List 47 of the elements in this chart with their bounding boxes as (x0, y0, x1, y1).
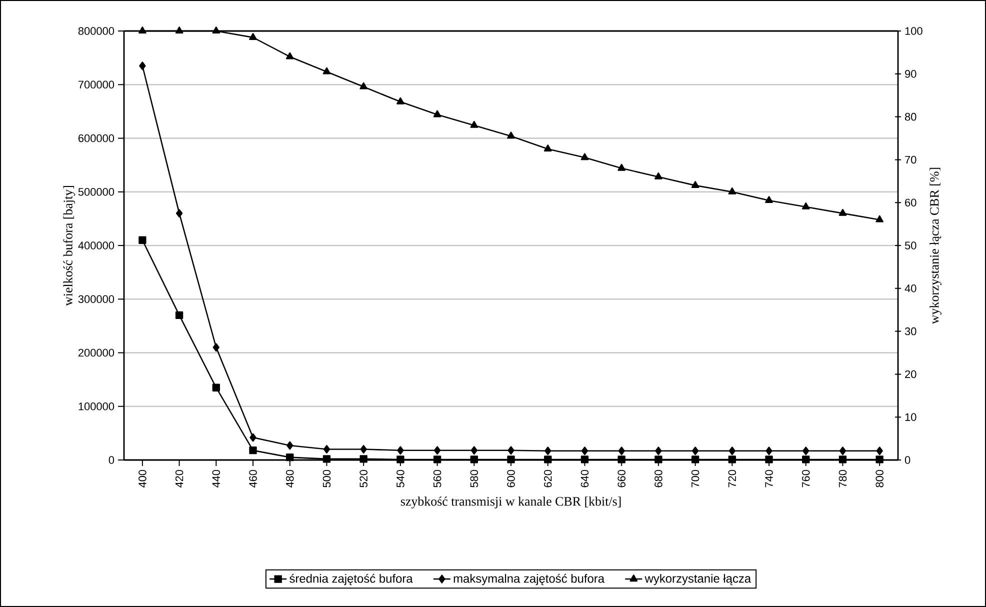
x-tick-label: 540 (396, 470, 404, 488)
y2-tick-label: 10 (905, 413, 916, 421)
y2-tick-label: 70 (905, 156, 916, 164)
y2-axis-title: wykorzystanie łącza CBR [%] (930, 168, 942, 324)
y2-tick-label: 100 (905, 27, 922, 35)
y2-tick-label: 60 (905, 198, 916, 206)
y2-tick-label: 80 (904, 112, 916, 121)
y2-tick-label: 30 (904, 327, 916, 336)
legend-label: wykorzystanie łącza (644, 574, 752, 586)
x-tick-label: 800 (876, 470, 884, 488)
x-tick-label: 440 (212, 470, 220, 488)
y-tick-label: 400000 (78, 242, 114, 250)
x-tick-label: 760 (802, 470, 810, 488)
x-tick-label: 720 (728, 470, 736, 488)
x-tick-label: 680 (654, 470, 662, 488)
y2-tick-label: 50 (904, 242, 916, 250)
x-tick-label: 780 (838, 470, 847, 488)
y2-tick-label: 0 (904, 456, 910, 464)
x-tick-label: 740 (765, 470, 773, 488)
x-tick-label: 700 (691, 470, 700, 488)
x-axis-title: szybkość transmisji w kanale CBR [kbit/s] (400, 496, 621, 508)
y-tick-label: 300000 (78, 295, 114, 304)
y-tick-label: 200000 (78, 348, 114, 357)
x-tick-label: 480 (286, 470, 294, 488)
x-tick-label: 560 (433, 470, 442, 488)
y-axis-title: wielkość bufora [bajty] (63, 186, 76, 306)
y2-tick-label: 90 (905, 70, 916, 78)
x-tick-label: 600 (507, 470, 515, 488)
x-tick-label: 500 (322, 470, 331, 488)
x-tick-label: 400 (138, 470, 146, 488)
x-tick-label: 520 (360, 470, 368, 488)
y-tick-label: 700000 (78, 80, 114, 89)
y-tick-label: 500000 (78, 188, 114, 196)
x-tick-label: 460 (249, 470, 257, 488)
y2-tick-label: 20 (905, 370, 916, 378)
y-tick-label: 800000 (78, 27, 114, 35)
x-tick-label: 580 (470, 470, 478, 488)
y-tick-label: 600000 (78, 134, 114, 142)
y-tick-label: 100000 (78, 402, 114, 410)
x-tick-label: 620 (544, 470, 552, 488)
y-tick-label: 0 (108, 456, 114, 464)
x-tick-label: 420 (175, 470, 184, 488)
y2-tick-label: 40 (904, 284, 916, 292)
x-tick-label: 660 (618, 470, 626, 488)
x-tick-label: 640 (580, 470, 589, 488)
legend-label: średnia zajętość bufora (290, 574, 413, 586)
legend-label: maksymalna zajętość bufora (454, 574, 605, 586)
